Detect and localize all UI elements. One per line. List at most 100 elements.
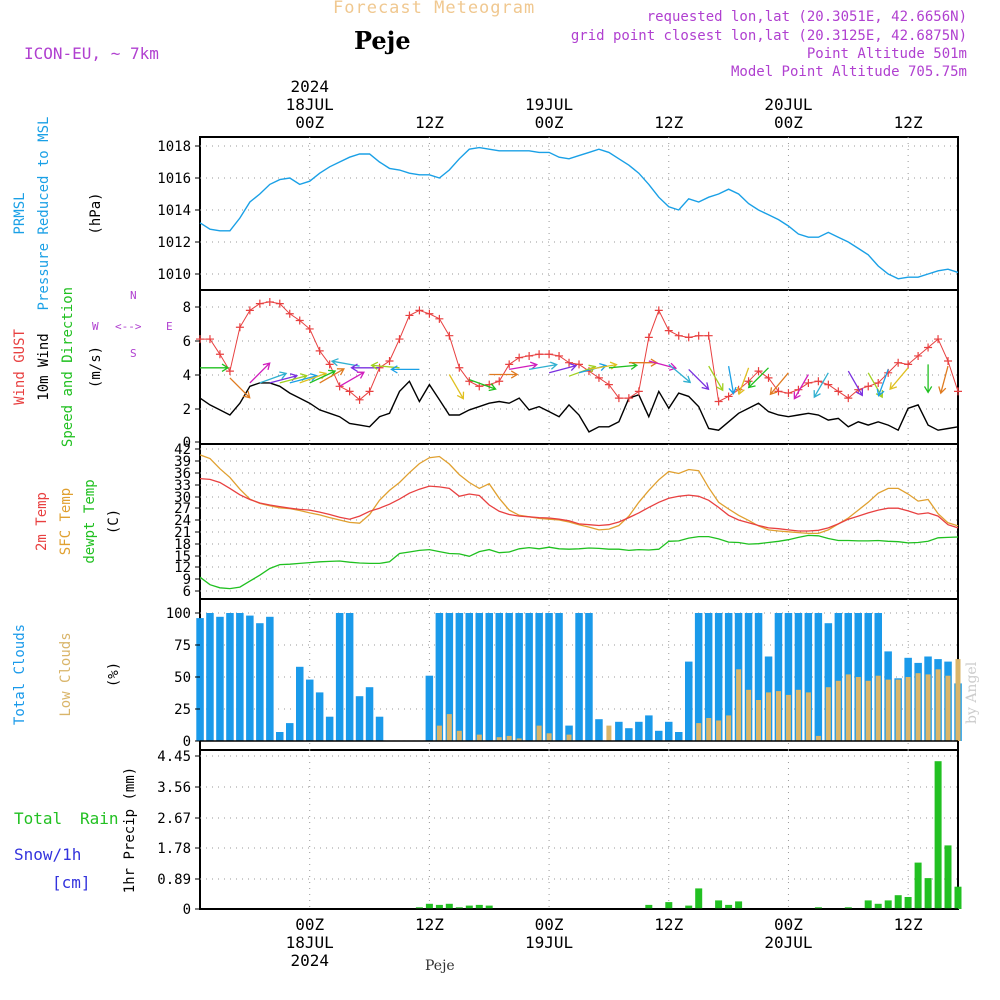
wind-direction-arrow: [229, 377, 251, 399]
low-cloud-bar: [776, 691, 781, 741]
gust-marker: [395, 335, 404, 344]
pressure-ytick-label: 1010: [157, 267, 191, 283]
total-cloud-bar: [345, 613, 354, 741]
precip-unit-label: 1hr Precip (mm): [122, 767, 138, 893]
total-cloud-bar: [206, 613, 214, 741]
compass-east: E: [166, 320, 173, 333]
total-cloud-bar: [355, 696, 364, 741]
model-label: ICON-EU, ~ 7km: [24, 44, 159, 63]
gust-marker: [874, 378, 883, 387]
precip-ytick-label: 1.78: [157, 841, 191, 857]
bottom-time-label: 2024: [290, 951, 329, 970]
pressure-ytick-label: 1018: [157, 139, 191, 155]
gust-marker: [834, 387, 843, 396]
precip-bar: [904, 897, 912, 909]
total-cloud-bar: [824, 623, 833, 741]
gridpoint-coords: grid point closest lon,lat (20.3125E, 42…: [570, 28, 967, 44]
total-cloud-bar: [485, 613, 493, 741]
wind-gust-line: [200, 301, 959, 403]
low-cloud-bar: [496, 737, 502, 741]
watermark: by Angel: [964, 661, 980, 724]
sfc-temp-line: [199, 454, 959, 535]
low-cloud-bar: [955, 659, 961, 741]
temperature-series-label: SFC Temp: [58, 488, 74, 555]
low-cloud-bar: [835, 680, 841, 741]
precip-bar: [685, 905, 693, 909]
low-cloud-bar: [736, 669, 742, 741]
total-cloud-bar: [685, 661, 693, 741]
clouds-unit-label: (%): [106, 662, 122, 687]
total-cloud-bar: [365, 687, 374, 741]
wind-direction-arrow: [509, 361, 539, 371]
low-cloud-bar: [766, 692, 771, 741]
gust-marker: [215, 350, 224, 359]
bottom-time-label: 00Z: [774, 915, 803, 934]
wind-direction-arrow: [708, 365, 724, 392]
total-cloud-bar: [585, 613, 593, 741]
wind-ytick-label: 2: [183, 402, 191, 418]
low-cloud-bar: [875, 675, 881, 741]
wind-direction-arrow: [923, 364, 933, 394]
gust-marker: [694, 331, 703, 340]
top-time-label: 12Z: [654, 113, 683, 132]
gust-marker: [604, 380, 613, 389]
wind-direction-arrow: [489, 370, 519, 379]
top-time-label: 2024: [290, 77, 329, 96]
total-cloud-bar: [565, 725, 573, 741]
temperature-ytick-label: 33: [174, 478, 191, 494]
gust-marker: [944, 357, 953, 365]
gust-marker: [525, 351, 534, 360]
wind-series-label: Speed and Direction: [60, 287, 76, 447]
bottom-time-label: 12Z: [894, 915, 923, 934]
total-cloud-bar: [325, 716, 334, 741]
low-cloud-bar: [706, 718, 712, 741]
gust-marker: [575, 360, 583, 369]
clouds-ytick-label: 100: [166, 606, 191, 622]
point-altitude: Point Altitude 501m: [806, 46, 967, 62]
total-cloud-bar: [595, 719, 603, 741]
total-cloud-bar: [495, 613, 503, 741]
total-cloud-bar: [864, 613, 872, 741]
gust-marker: [235, 323, 244, 332]
precip-bar: [814, 907, 822, 909]
gust-marker: [684, 333, 693, 342]
precip-ytick-label: 3.56: [157, 780, 191, 796]
gust-marker: [864, 382, 873, 391]
pressure-series-label: PRMSL: [12, 192, 28, 234]
precip-bar: [485, 905, 493, 909]
gust-marker: [415, 306, 424, 315]
gust-marker: [664, 326, 673, 335]
low-cloud-bar: [925, 674, 931, 741]
gust-marker: [924, 343, 933, 352]
low-cloud-bar: [885, 679, 891, 741]
wind-direction-arrow: [249, 362, 271, 384]
low-cloud-bar: [855, 677, 861, 741]
gust-marker: [714, 397, 723, 406]
top-time-label: 00Z: [774, 113, 803, 132]
gust-marker: [196, 335, 204, 344]
temperature-ytick-label: 18: [174, 537, 191, 553]
total-cloud-bar: [306, 679, 314, 741]
precip-bar: [415, 907, 423, 909]
precip-bar: [475, 904, 483, 909]
temperature-ytick-label: 24: [174, 513, 191, 529]
gust-marker: [674, 331, 683, 340]
gust-marker: [614, 394, 623, 403]
total-cloud-bar: [226, 613, 234, 741]
gust-marker: [405, 311, 414, 320]
wind-direction-arrow: [339, 371, 365, 387]
gust-marker: [515, 353, 524, 362]
precip-bar: [874, 903, 882, 909]
temperature-ytick-label: 12: [174, 560, 191, 576]
precip-snow-label: Snow/1h: [14, 845, 81, 864]
total-cloud-bar: [655, 730, 663, 741]
low-cloud-bar: [436, 725, 442, 741]
total-cloud-bar: [555, 613, 563, 741]
gust-marker: [824, 380, 833, 389]
total-cloud-bar: [256, 623, 264, 741]
gust-marker: [545, 350, 554, 359]
clouds-series-label: Total Clouds: [12, 624, 28, 725]
bottom-time-label: 12Z: [654, 915, 683, 934]
total-cloud-bar: [665, 721, 673, 741]
low-cloud-bar: [905, 677, 911, 741]
